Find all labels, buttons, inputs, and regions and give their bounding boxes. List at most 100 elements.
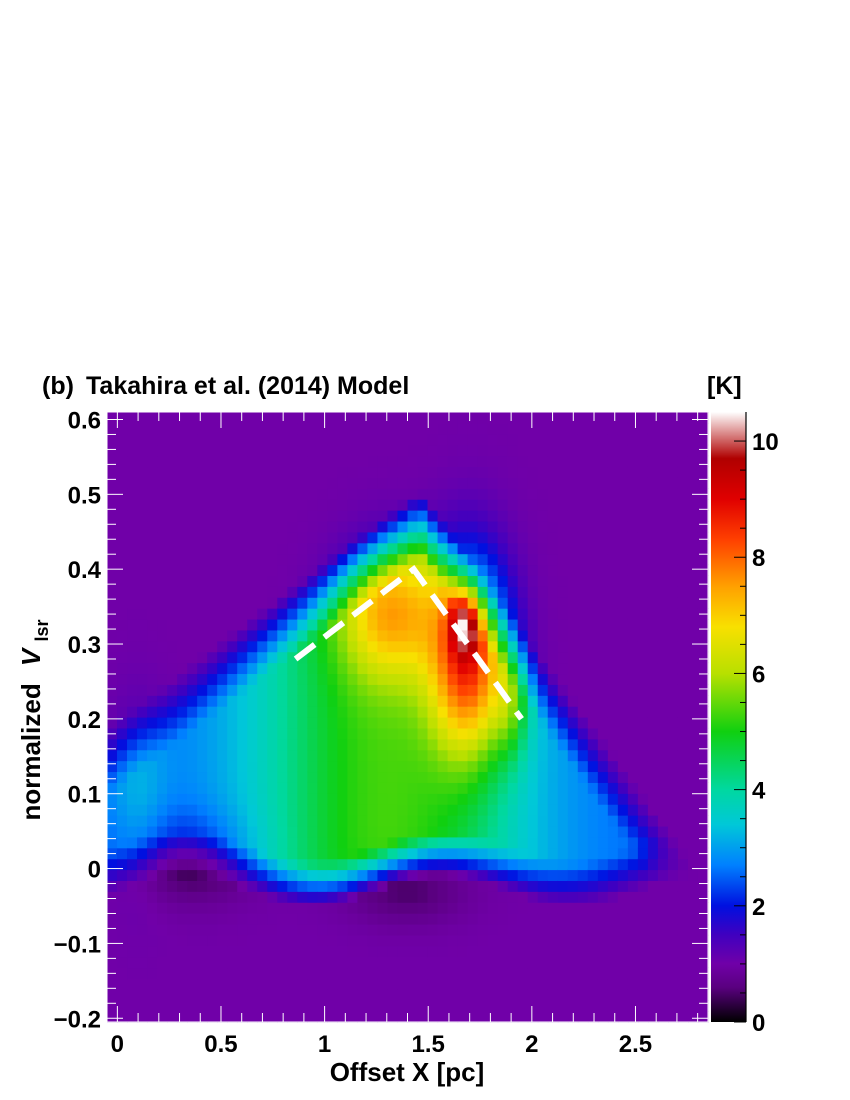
heatmap-cell (597, 466, 609, 478)
heatmap-cell (427, 1000, 439, 1012)
heatmap-cell (657, 825, 669, 838)
heatmap-cell (507, 815, 519, 827)
heatmap-cell (187, 520, 198, 533)
heatmap-cell (597, 804, 609, 816)
heatmap-cell (117, 651, 128, 664)
heatmap-cell (697, 422, 709, 435)
heatmap-cell (377, 738, 389, 751)
heatmap-cell (677, 825, 689, 838)
heatmap-cell (357, 978, 369, 990)
heatmap-cell (227, 738, 238, 751)
heatmap-cell (467, 706, 479, 718)
heatmap-cell (197, 760, 208, 773)
heatmap-cell (327, 477, 338, 489)
heatmap-cell (467, 520, 479, 533)
heatmap-cell (387, 760, 399, 773)
heatmap-cell (557, 695, 569, 707)
heatmap-cell (517, 793, 529, 805)
heatmap-cell (347, 542, 359, 555)
heatmap-cell (417, 858, 429, 871)
heatmap-cell (457, 804, 469, 816)
heatmap-cell (207, 629, 218, 642)
heatmap-cell (677, 880, 689, 892)
heatmap-cell (627, 684, 639, 696)
heatmap-cell (467, 640, 479, 653)
heatmap-cell (477, 466, 489, 478)
heatmap-cell (437, 466, 449, 478)
heatmap-cell (677, 727, 689, 740)
heatmap-cell (587, 499, 599, 511)
heatmap-cell (547, 455, 559, 468)
heatmap-cell (347, 836, 359, 849)
heatmap-cell (407, 422, 419, 435)
heatmap-cell (537, 695, 549, 707)
heatmap-cell (647, 520, 659, 533)
heatmap-cell (137, 1011, 148, 1023)
heatmap-cell (647, 618, 659, 631)
heatmap-cell (497, 597, 509, 609)
heatmap-cell (247, 825, 258, 838)
heatmap-cell (337, 575, 348, 587)
heatmap-cell (517, 531, 529, 544)
heatmap-cell (447, 499, 459, 511)
heatmap-cell (257, 967, 268, 980)
heatmap-cell (627, 433, 639, 446)
heatmap-cell (357, 520, 369, 533)
heatmap-cell (637, 564, 649, 576)
heatmap-cell (547, 727, 559, 740)
heatmap-cell (667, 629, 679, 642)
heatmap-cell (677, 695, 689, 707)
heatmap-cell (477, 902, 489, 914)
heatmap-cell (277, 455, 288, 468)
heatmap-cell (387, 738, 399, 751)
heatmap-cell (607, 967, 619, 980)
heatmap-cell (197, 1000, 208, 1012)
heatmap-cell (437, 684, 449, 696)
heatmap-cell (627, 1011, 639, 1023)
heatmap-cell (377, 825, 389, 838)
heatmap-cell (347, 510, 359, 522)
y-tick-label: −0.2 (54, 1006, 101, 1033)
heatmap-cell (697, 444, 709, 457)
heatmap-cell (517, 1011, 529, 1023)
heatmap-cell (167, 444, 178, 457)
heatmap-cell (167, 902, 178, 914)
heatmap-cell (577, 793, 589, 805)
heatmap-cell (147, 760, 158, 773)
heatmap-cell (207, 804, 218, 816)
heatmap-cell (107, 836, 118, 849)
heatmap-cell (617, 978, 629, 990)
heatmap-cell (127, 738, 138, 751)
heatmap-cell (397, 891, 409, 903)
heatmap-cell (317, 934, 328, 947)
heatmap-cell (647, 412, 659, 424)
heatmap-cell (257, 455, 268, 468)
heatmap-cell (197, 488, 208, 500)
heatmap-cell (557, 782, 569, 794)
heatmap-cell (647, 651, 659, 664)
heatmap-cell (367, 706, 379, 718)
heatmap-cell (337, 444, 348, 457)
heatmap-cell (197, 923, 208, 936)
heatmap-cell (327, 433, 338, 446)
heatmap-cell (287, 956, 298, 969)
heatmap-cell (267, 455, 278, 468)
heatmap-cell (617, 433, 629, 446)
heatmap-cell (167, 531, 178, 544)
heatmap-cell (387, 412, 399, 424)
heatmap-cell (637, 433, 649, 446)
heatmap-cell (457, 477, 469, 489)
heatmap-cell (487, 608, 499, 620)
heatmap-cell (207, 717, 218, 729)
heatmap-cell (457, 771, 469, 783)
heatmap-cell (687, 662, 699, 675)
heatmap-cell (607, 597, 619, 609)
heatmap-cell (307, 727, 318, 740)
heatmap-cell (457, 825, 469, 838)
heatmap-cell (647, 510, 659, 522)
heatmap-cell (577, 466, 589, 478)
heatmap-cell (457, 706, 469, 718)
heatmap-cell (167, 618, 178, 631)
heatmap-cell (217, 695, 228, 707)
heatmap-cell (347, 662, 359, 675)
